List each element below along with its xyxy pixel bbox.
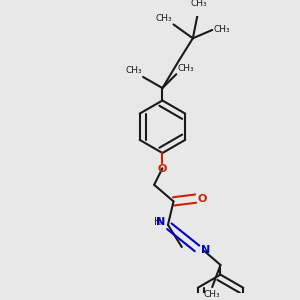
Text: CH₃: CH₃ — [190, 0, 207, 8]
Text: H: H — [154, 217, 161, 227]
Text: O: O — [198, 194, 207, 204]
Text: CH₃: CH₃ — [214, 26, 230, 34]
Text: O: O — [158, 164, 167, 174]
Text: CH₃: CH₃ — [155, 14, 172, 23]
Text: N: N — [156, 217, 165, 227]
Text: CH₃: CH₃ — [125, 66, 142, 75]
Text: N: N — [201, 245, 210, 255]
Text: CH₃: CH₃ — [204, 290, 220, 299]
Text: CH₃: CH₃ — [178, 64, 194, 73]
